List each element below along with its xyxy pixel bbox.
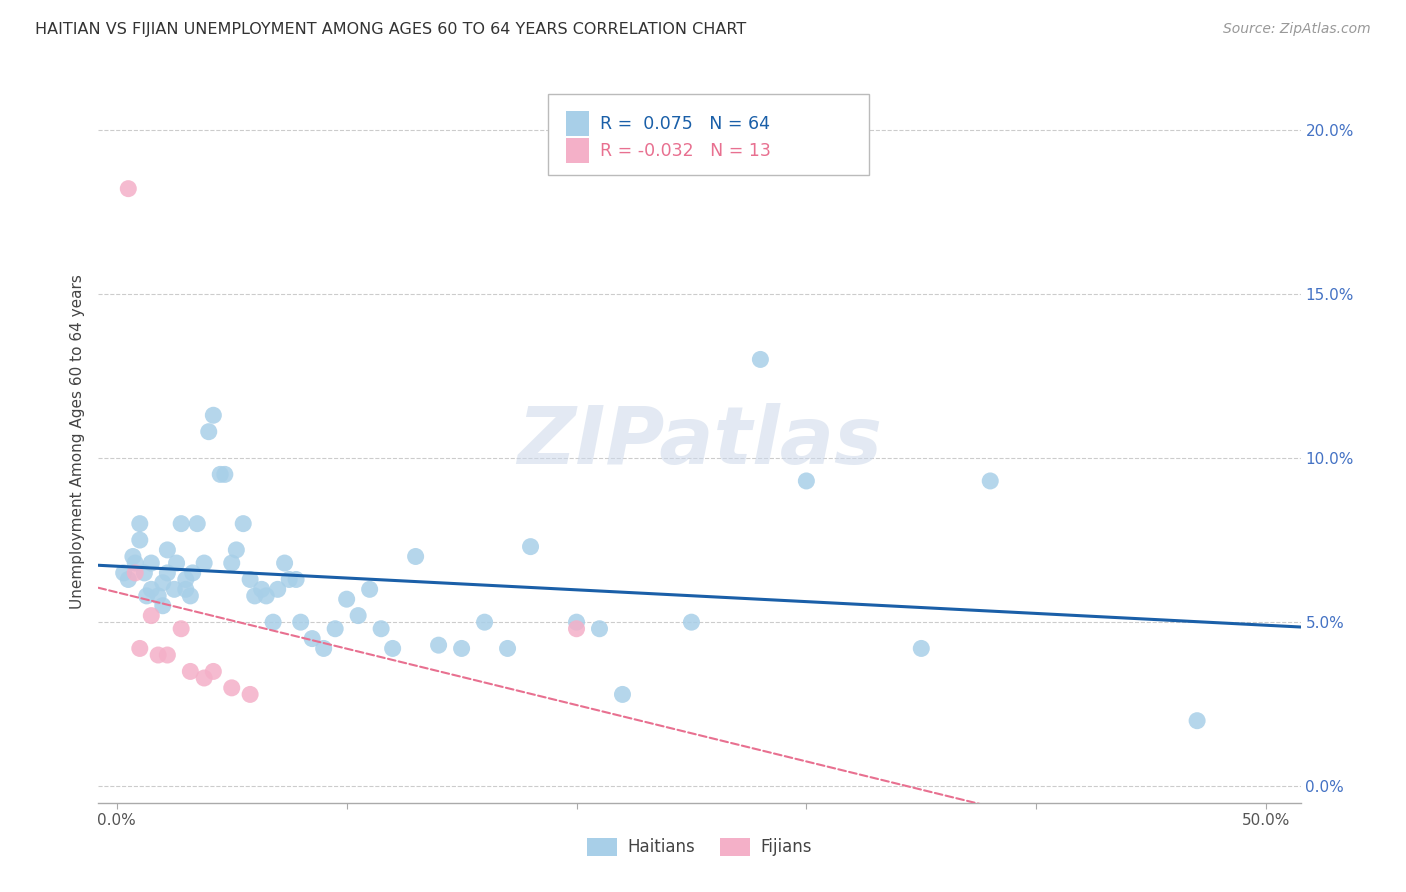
- Point: [290, 615, 312, 630]
- Point: [681, 615, 703, 630]
- Point: [301, 632, 323, 646]
- Point: [262, 615, 284, 630]
- Point: [186, 516, 208, 531]
- Point: [285, 573, 308, 587]
- Point: [239, 687, 262, 701]
- Point: [117, 573, 139, 587]
- Point: [197, 425, 219, 439]
- Point: [519, 540, 541, 554]
- Point: [124, 566, 146, 580]
- Point: [979, 474, 1001, 488]
- Point: [163, 582, 186, 597]
- Point: [225, 542, 247, 557]
- Point: [221, 681, 243, 695]
- Point: [405, 549, 427, 564]
- Point: [496, 641, 519, 656]
- Point: [122, 549, 145, 564]
- Point: [202, 409, 225, 423]
- Point: [221, 556, 243, 570]
- Y-axis label: Unemployment Among Ages 60 to 64 years: Unemployment Among Ages 60 to 64 years: [70, 274, 86, 609]
- Point: [267, 582, 290, 597]
- Point: [117, 182, 139, 196]
- Point: [796, 474, 818, 488]
- Text: R =  0.075   N = 64: R = 0.075 N = 64: [600, 114, 770, 133]
- Point: [1185, 714, 1208, 728]
- Point: [243, 589, 266, 603]
- Point: [152, 599, 174, 613]
- Point: [181, 566, 204, 580]
- Point: [209, 467, 232, 482]
- Point: [565, 622, 588, 636]
- Point: [128, 533, 150, 547]
- Point: [565, 615, 588, 630]
- Point: [359, 582, 381, 597]
- Point: [612, 687, 634, 701]
- Point: [193, 556, 215, 570]
- Legend: Haitians, Fijians: Haitians, Fijians: [581, 831, 818, 863]
- Point: [148, 589, 170, 603]
- Point: [170, 516, 193, 531]
- Point: [427, 638, 450, 652]
- Point: [141, 582, 163, 597]
- Point: [450, 641, 472, 656]
- Point: [112, 566, 135, 580]
- Point: [278, 573, 301, 587]
- Point: [347, 608, 370, 623]
- Point: [214, 467, 236, 482]
- Point: [254, 589, 277, 603]
- Point: [239, 573, 262, 587]
- Point: [156, 566, 179, 580]
- Point: [166, 556, 188, 570]
- Point: [202, 665, 225, 679]
- Point: [179, 589, 201, 603]
- Point: [179, 665, 201, 679]
- Point: [156, 542, 179, 557]
- Point: [148, 648, 170, 662]
- Point: [232, 516, 254, 531]
- Point: [749, 352, 772, 367]
- Point: [141, 608, 163, 623]
- Point: [174, 573, 197, 587]
- Point: [128, 516, 150, 531]
- Point: [381, 641, 404, 656]
- Text: HAITIAN VS FIJIAN UNEMPLOYMENT AMONG AGES 60 TO 64 YEARS CORRELATION CHART: HAITIAN VS FIJIAN UNEMPLOYMENT AMONG AGE…: [35, 22, 747, 37]
- Point: [135, 589, 157, 603]
- Point: [141, 556, 163, 570]
- Point: [370, 622, 392, 636]
- Point: [588, 622, 610, 636]
- Point: [134, 566, 156, 580]
- Point: [474, 615, 496, 630]
- Point: [128, 641, 150, 656]
- Point: [336, 592, 359, 607]
- Point: [193, 671, 215, 685]
- Point: [273, 556, 295, 570]
- Point: [152, 575, 174, 590]
- Point: [250, 582, 273, 597]
- Point: [174, 582, 197, 597]
- Point: [910, 641, 932, 656]
- Point: [124, 556, 146, 570]
- Point: [156, 648, 179, 662]
- Point: [170, 622, 193, 636]
- Text: Source: ZipAtlas.com: Source: ZipAtlas.com: [1223, 22, 1371, 37]
- Point: [323, 622, 346, 636]
- Point: [312, 641, 335, 656]
- Text: ZIPatlas: ZIPatlas: [517, 402, 882, 481]
- Text: R = -0.032   N = 13: R = -0.032 N = 13: [600, 142, 770, 161]
